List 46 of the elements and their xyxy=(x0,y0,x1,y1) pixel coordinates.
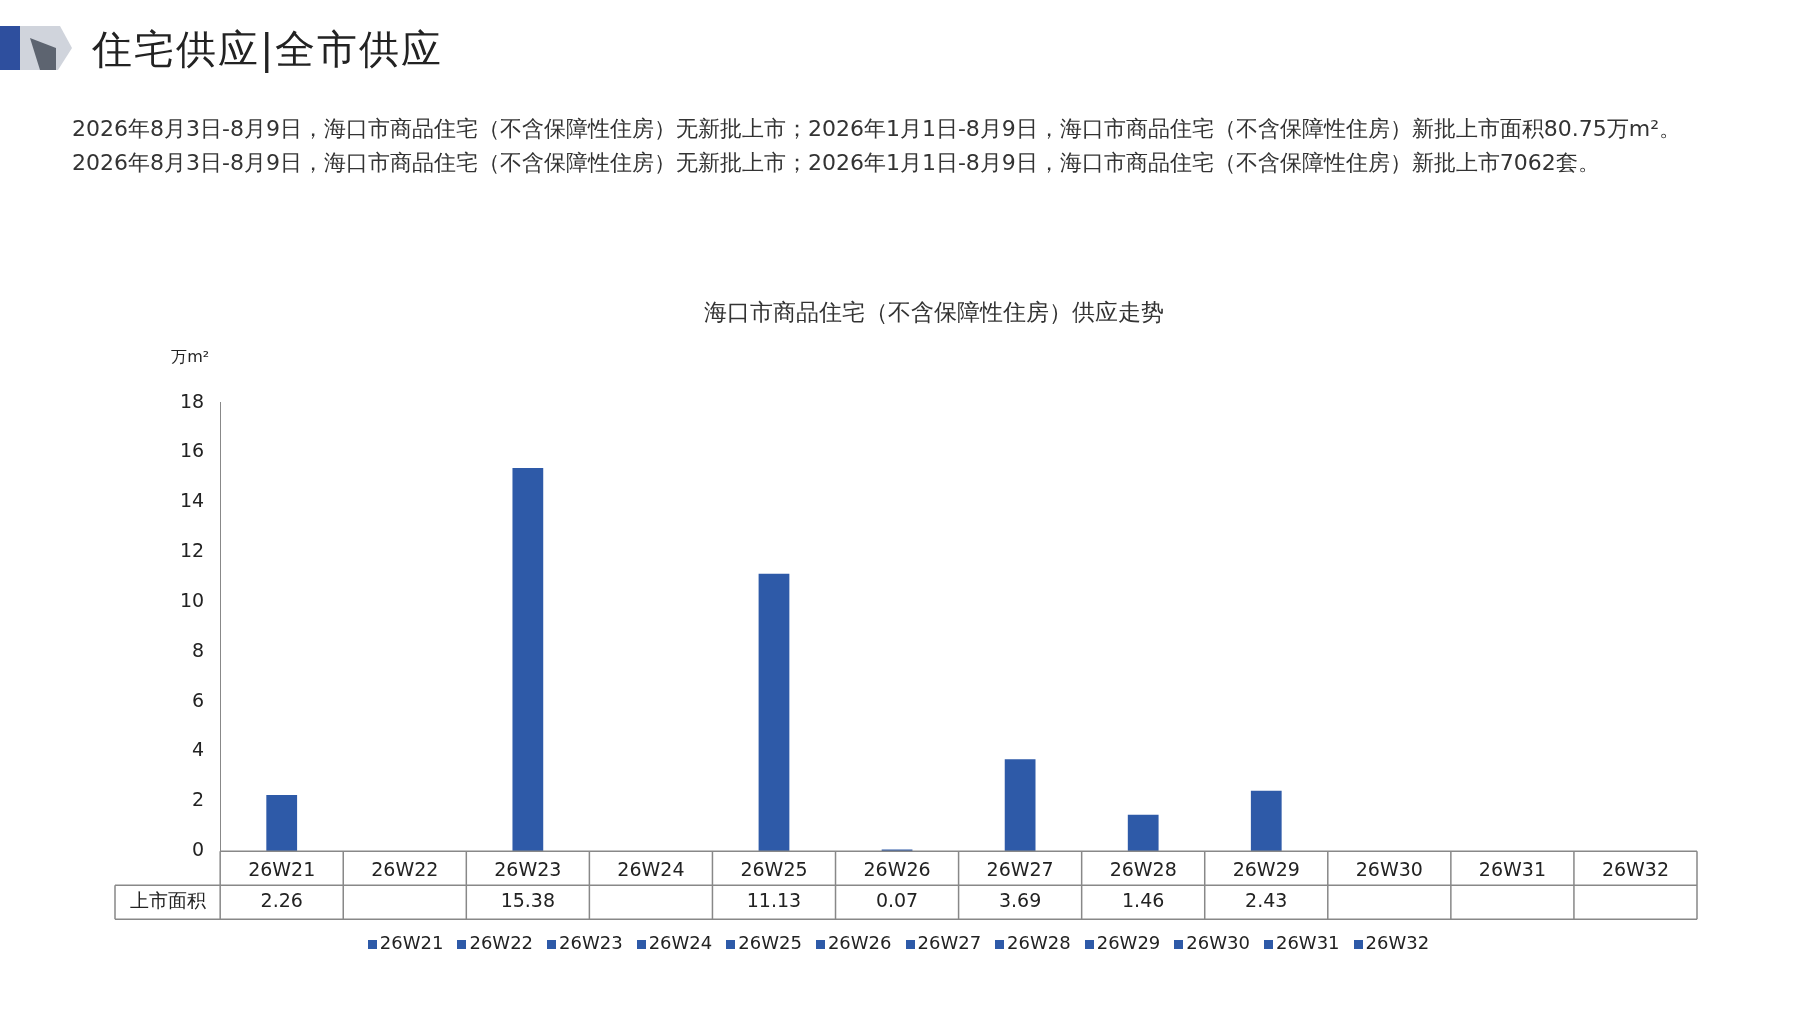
category-label: 26W27 xyxy=(917,932,982,953)
x-tick-label: 26W24 xyxy=(617,857,685,880)
category-label: 26W32 xyxy=(1365,932,1430,953)
x-tick-label: 26W21 xyxy=(248,857,316,880)
chart-title: 海口市商品住宅（不含保障性住房）供应走势 xyxy=(703,298,1164,325)
x-tick-label: 26W22 xyxy=(371,857,439,880)
category-label: 26W23 xyxy=(559,932,623,953)
x-tick-label: 26W32 xyxy=(1601,857,1670,880)
data-label: 1.46 xyxy=(1122,889,1165,912)
y-tick-label: 8 xyxy=(192,638,205,661)
y-tick-label: 4 xyxy=(192,738,205,761)
data-label: 3.69 xyxy=(998,889,1042,912)
text: 住宅供应|全市供应 xyxy=(92,25,444,75)
y-tick-label: 6 xyxy=(192,688,205,711)
y-tick-label: 16 xyxy=(179,439,205,462)
category-label: 26W30 xyxy=(1186,932,1250,953)
data-label: 0.07 xyxy=(875,889,919,912)
data-label: 15.38 xyxy=(500,889,556,912)
y-tick-label: 18 xyxy=(179,389,205,412)
x-tick-label: 26W27 xyxy=(986,857,1054,880)
y-tick-label: 0 xyxy=(192,838,205,861)
x-tick-label: 26W31 xyxy=(1478,857,1546,880)
x-tick-label: 26W28 xyxy=(1109,857,1177,880)
category-label: 26W21 xyxy=(379,932,444,953)
y-tick-label: 12 xyxy=(179,539,205,562)
data-label: 2.43 xyxy=(1245,889,1288,912)
category-label: 26W24 xyxy=(648,932,713,953)
data-label: 11.13 xyxy=(746,889,802,912)
data-label: 2.26 xyxy=(260,889,303,912)
category-label: 26W29 xyxy=(1096,932,1161,953)
category-label: 26W31 xyxy=(1275,932,1340,953)
y-axis-title: 万m² xyxy=(171,346,210,366)
y-tick-label: 10 xyxy=(179,588,205,611)
category-label: 26W28 xyxy=(1007,932,1071,953)
y-tick-label: 14 xyxy=(179,489,205,512)
text: 上市面积 xyxy=(129,889,206,912)
x-tick-label: 26W26 xyxy=(863,857,931,880)
category-label: 26W22 xyxy=(469,932,534,953)
x-tick-label: 26W29 xyxy=(1232,857,1300,880)
x-tick-label: 26W23 xyxy=(494,857,562,880)
y-tick-label: 2 xyxy=(192,788,205,811)
x-tick-label: 26W30 xyxy=(1355,857,1423,880)
category-label: 26W26 xyxy=(827,932,892,953)
category-label: 26W25 xyxy=(738,932,802,953)
text: 2026年8月3日-8月9日，海口市商品住宅（不含保障性住房）无新批上市；2026年1月1日-8月9日，海口市商品住宅（不含保障性住房）新批上市面积80.75万m²。2026年8月3日-8月9日，海口市商品住宅（不含保障性住房）无新批上市；2026年1月1日-8月9日，海口市商品住宅（不含保障性住房）新批上市7062套。 xyxy=(72,115,1683,177)
x-tick-label: 26W25 xyxy=(740,857,808,880)
